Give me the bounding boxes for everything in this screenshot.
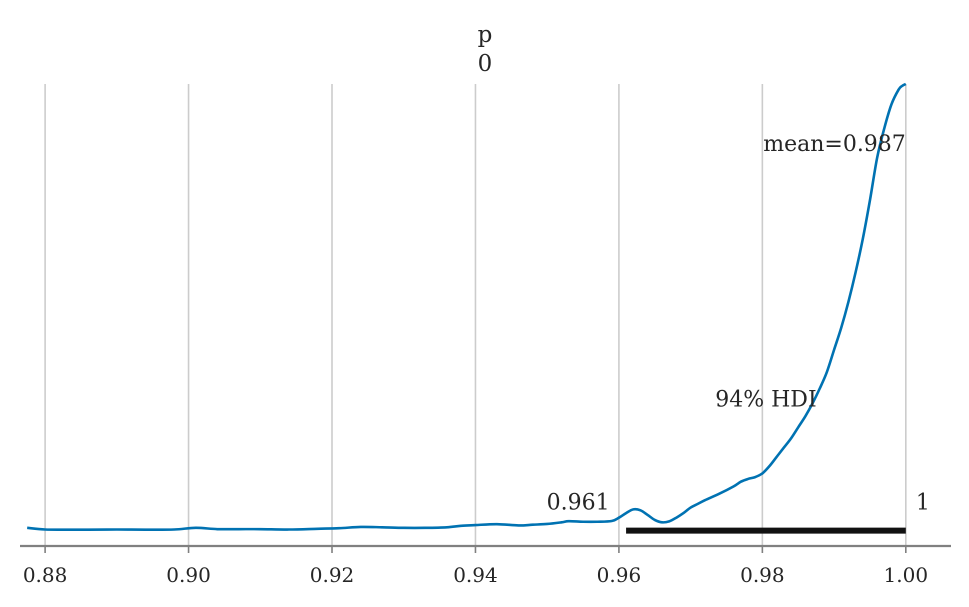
x-tick-label: 0.92 <box>310 563 355 587</box>
vertical-gridlines <box>44 84 907 546</box>
x-tick-label: 0.96 <box>597 563 642 587</box>
chart-title-line-2: 0 <box>478 51 493 77</box>
x-tick-label: 0.88 <box>23 563 68 587</box>
posterior-density-line <box>27 82 907 532</box>
mean-label: mean=0.987 <box>763 132 906 157</box>
x-axis-ticks: 0.88 0.90 0.92 0.94 0.96 0.98 1.00 <box>23 546 928 587</box>
hdi-upper-label: 1 <box>916 491 930 516</box>
x-tick-label: 0.98 <box>740 563 785 587</box>
hdi-lower-label: 0.961 <box>547 491 610 516</box>
x-tick-label: 1.00 <box>884 563 929 587</box>
x-tick-label: 0.94 <box>453 563 498 587</box>
hdi-label: 94% HDI <box>715 388 816 413</box>
chart-title-line-1: p <box>478 22 493 48</box>
x-tick-label: 0.90 <box>166 563 211 587</box>
